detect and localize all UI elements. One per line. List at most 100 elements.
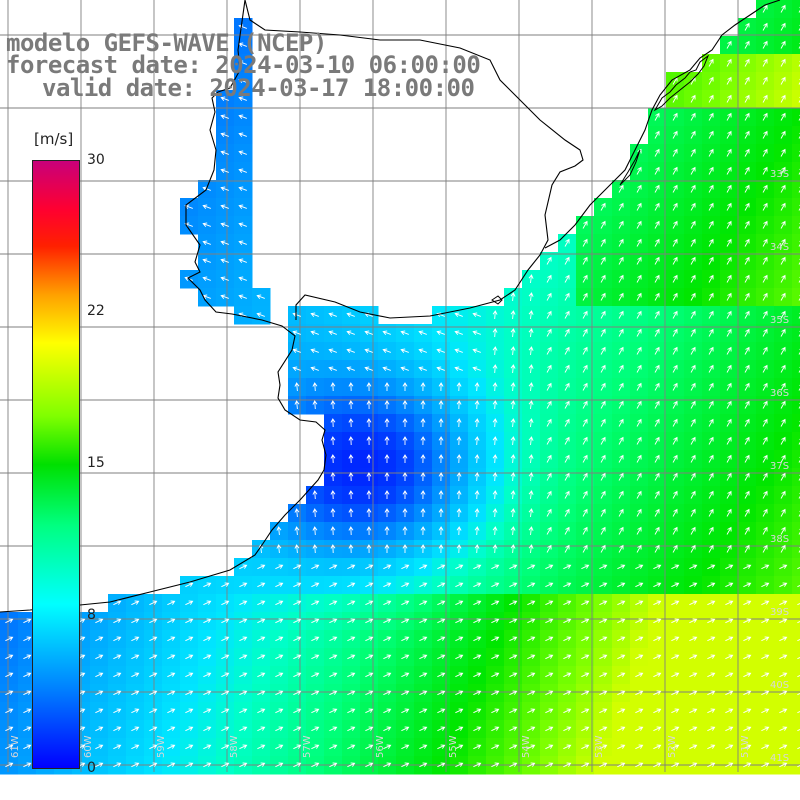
wind-arrow (292, 366, 301, 371)
wind-arrow (473, 726, 482, 732)
wind-arrow (275, 564, 284, 570)
coastline (0, 0, 327, 613)
wind-arrow (527, 636, 536, 642)
wind-arrow (635, 690, 644, 696)
wind-arrow (348, 382, 354, 392)
wind-arrow (419, 690, 428, 696)
wind-arrow (762, 490, 768, 499)
wind-arrow (725, 708, 734, 714)
wind-arrow (636, 292, 642, 301)
wind-arrow (690, 418, 696, 427)
wind-arrow (582, 436, 588, 445)
wind-arrow (293, 690, 302, 696)
wind-arrow (563, 564, 572, 570)
wind-arrow (293, 744, 302, 750)
wind-arrow (654, 418, 660, 427)
wind-arrow (456, 400, 462, 410)
wind-arrow (401, 672, 410, 678)
wind-arrow (600, 472, 606, 481)
wind-arrow (276, 526, 282, 536)
wind-arrow (311, 600, 320, 606)
wind-arrow (726, 202, 732, 211)
wind-arrow (347, 582, 356, 588)
wind-arrow (636, 436, 642, 445)
wind-arrow (454, 312, 463, 317)
wind-arrow (366, 490, 372, 500)
wind-arrow (779, 672, 788, 678)
speed-cell (792, 180, 800, 199)
wind-arrow (797, 656, 800, 660)
wind-arrow (528, 472, 534, 482)
speed-cell (792, 684, 800, 703)
wind-arrow (690, 454, 696, 463)
wind-arrow (671, 726, 680, 732)
wind-arrow (708, 472, 714, 481)
wind-arrow (419, 672, 428, 678)
wind-arrow (239, 636, 248, 642)
lat-label: 37S (770, 461, 789, 472)
wind-arrow (474, 454, 480, 464)
wind-arrow (545, 618, 554, 624)
wind-arrow (671, 582, 680, 588)
wind-arrow (437, 690, 446, 696)
wind-arrow (563, 762, 572, 768)
wind-arrow (419, 708, 428, 714)
wind-arrow (509, 762, 518, 768)
wind-arrow (456, 508, 462, 518)
wind-arrow (131, 618, 140, 624)
speed-cell (792, 54, 800, 73)
wind-arrow (328, 366, 337, 371)
wind-arrow (636, 454, 642, 463)
wind-arrow (707, 762, 716, 768)
wind-arrow (581, 762, 590, 768)
wind-arrow (418, 330, 427, 335)
wind-arrow (545, 690, 554, 696)
wind-arrow (582, 454, 588, 463)
wind-arrow (401, 726, 410, 732)
wind-arrow (492, 508, 498, 518)
wind-arrow (671, 708, 680, 714)
wind-arrow (275, 654, 284, 660)
wind-arrow (797, 728, 800, 732)
wind-arrow (780, 436, 786, 445)
wind-arrow (654, 166, 660, 175)
wind-arrow (113, 726, 122, 732)
wind-arrow (528, 436, 534, 446)
wind-arrow (636, 382, 642, 391)
wind-arrow (744, 364, 750, 373)
wind-arrow (780, 526, 786, 535)
lat-label: 36S (770, 388, 789, 399)
wind-arrow (546, 436, 552, 445)
wind-arrow (636, 310, 642, 319)
wind-arrow (455, 600, 464, 606)
wind-arrow (653, 582, 662, 588)
wind-arrow (420, 490, 426, 500)
wind-arrow (563, 690, 572, 696)
wind-arrow (311, 618, 320, 624)
wind-arrow (510, 382, 516, 392)
wind-arrow (366, 418, 372, 428)
wind-arrow (347, 726, 356, 732)
wind-vectors (5, 4, 800, 768)
wind-arrow (220, 204, 229, 209)
wind-arrow (365, 618, 374, 624)
wind-arrow (473, 672, 482, 678)
wind-arrow (762, 94, 768, 103)
wind-arrow (600, 310, 606, 319)
wind-arrow (384, 454, 390, 463)
wind-arrow (383, 744, 392, 750)
wind-arrow (528, 544, 534, 554)
wind-arrow (726, 454, 732, 463)
wind-arrow (726, 94, 732, 103)
wind-arrow (600, 418, 606, 427)
wind-arrow (707, 582, 716, 588)
wind-arrow (473, 690, 482, 696)
wind-arrow (762, 76, 768, 85)
wind-arrow (690, 292, 696, 301)
wind-arrow (761, 690, 770, 696)
wind-arrow (239, 672, 248, 678)
speed-cell (792, 738, 800, 757)
wind-arrow (491, 636, 500, 642)
wind-arrow (582, 238, 588, 247)
wind-arrow (545, 654, 554, 660)
